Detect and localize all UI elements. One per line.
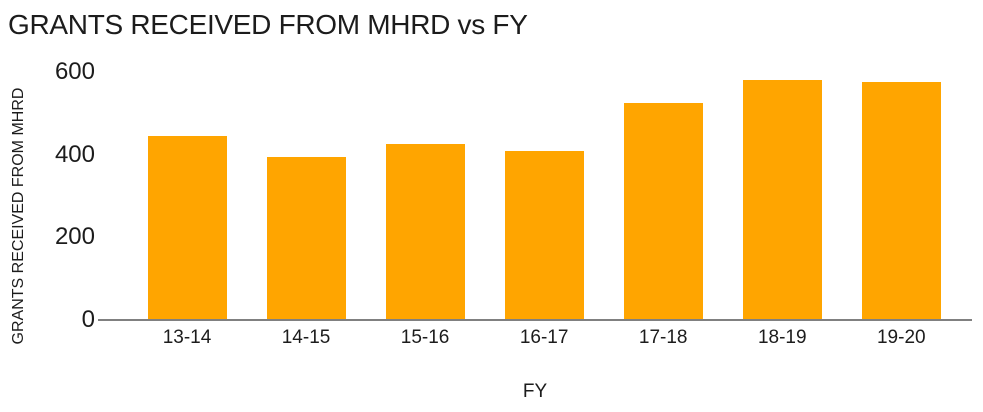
bar-13-14 bbox=[147, 136, 227, 320]
x-tick-label: 19-20 bbox=[876, 327, 926, 348]
x-tick-label: 16-17 bbox=[519, 327, 569, 348]
bar-16-17 bbox=[504, 150, 584, 320]
x-axis-line bbox=[98, 319, 972, 321]
x-tick-label: 17-18 bbox=[638, 327, 688, 348]
bar-17-18 bbox=[623, 103, 703, 320]
y-tick-label: 0 bbox=[81, 306, 95, 333]
y-tick-label: 400 bbox=[54, 140, 95, 168]
x-tick-label: 13-14 bbox=[162, 327, 212, 348]
bar-18-19 bbox=[742, 80, 822, 320]
y-tick-label: 600 bbox=[54, 58, 95, 85]
bar-19-20 bbox=[861, 82, 941, 320]
x-tick-label: 18-19 bbox=[757, 327, 807, 348]
chart-title: GRANTS RECEIVED FROM MHRD vs FY bbox=[8, 9, 528, 40]
y-tick-label: 200 bbox=[54, 223, 95, 251]
x-tick-label: 14-15 bbox=[281, 327, 331, 348]
x-axis-title: FY bbox=[522, 381, 548, 402]
bar-14-15 bbox=[266, 156, 346, 320]
bar-15-16 bbox=[385, 144, 465, 320]
x-tick-label: 15-16 bbox=[400, 327, 450, 348]
